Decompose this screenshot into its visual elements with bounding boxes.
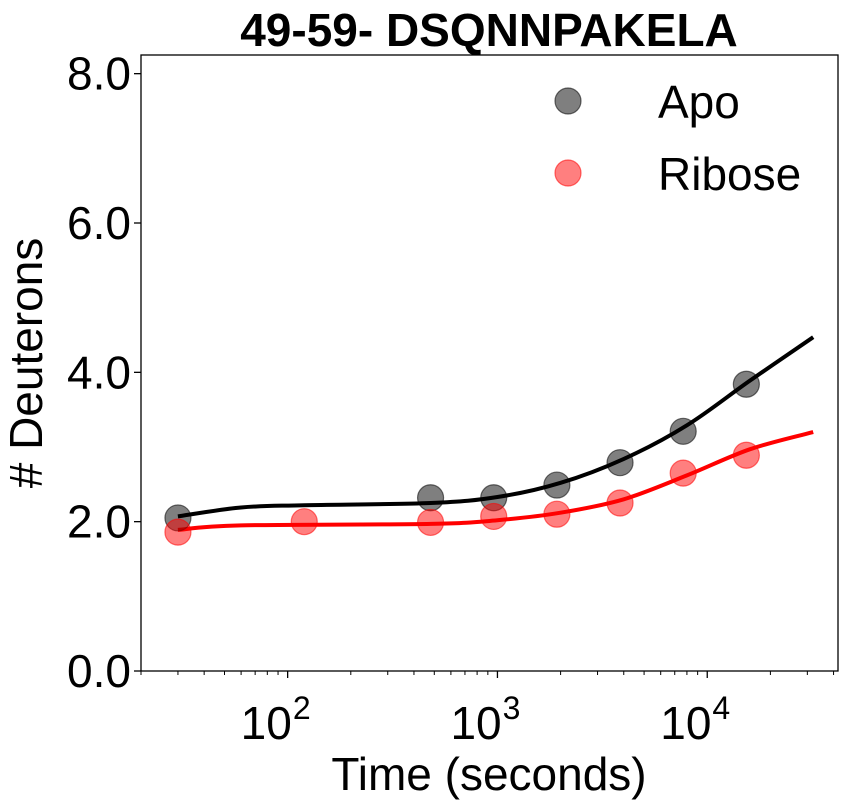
x-axis: 102 103 104 (140, 671, 835, 749)
data-point-ribose (480, 502, 508, 531)
data-point-ribose (606, 489, 634, 517)
data-points (164, 370, 760, 546)
data-point-apo (543, 471, 571, 499)
y-tick-label: 4.0 (67, 346, 131, 398)
data-point-ribose (543, 500, 571, 528)
x-tick-label: 104 (660, 690, 730, 749)
plot-frame (140, 54, 839, 672)
x-tick-label: 103 (450, 690, 520, 749)
x-tick-label: 102 (241, 690, 311, 749)
y-tick-label: 0.0 (67, 645, 131, 697)
data-point-apo (416, 484, 445, 512)
legend-marker (554, 87, 582, 115)
data-point-apo (606, 449, 634, 477)
fit-line-apo (177, 335, 815, 519)
data-point-apo (669, 417, 697, 445)
legend: Apo Ribose (554, 76, 801, 200)
y-tick-label: 8.0 (67, 48, 131, 100)
legend-marker (554, 159, 582, 187)
legend-label: Ribose (658, 148, 801, 200)
data-point-apo (732, 370, 760, 398)
y-tick-label: 2.0 (67, 496, 131, 548)
y-tick-label: 6.0 (67, 197, 131, 249)
data-point-ribose (164, 518, 192, 546)
y-axis: 0.0 2.0 4.0 6.0 8.0 (67, 48, 141, 697)
data-point-ribose (669, 459, 697, 487)
legend-label: Apo (658, 76, 740, 128)
y-axis-label: # Deuterons (0, 238, 52, 489)
chart-title: 49-59- DSQNNPAKELA (240, 4, 738, 56)
data-point-ribose (290, 508, 318, 536)
data-point-ribose (732, 441, 760, 469)
data-point-ribose (416, 508, 445, 537)
x-axis-label: Time (seconds) (331, 748, 646, 800)
